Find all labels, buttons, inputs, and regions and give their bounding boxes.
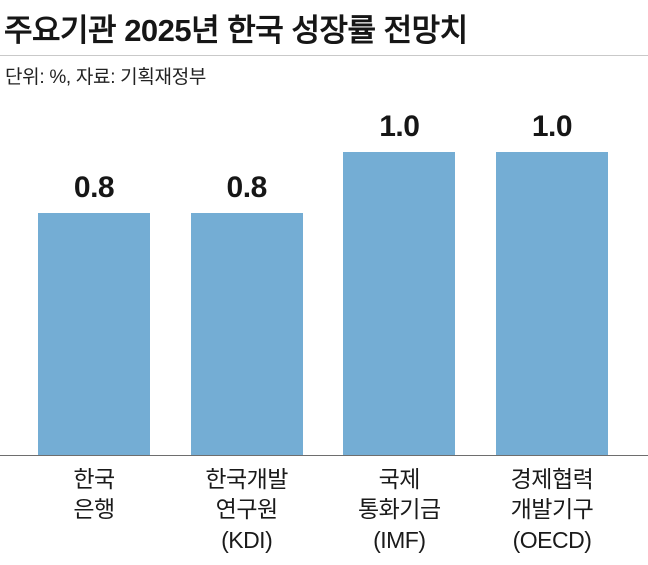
bar	[190, 213, 303, 455]
title-divider	[0, 55, 648, 56]
bar-chart: 0.8 0.8 1.0 1.0	[38, 100, 608, 455]
category-labels-row: 한국 은행 한국개발 연구원 (KDI) 국제 통화기금 (IMF) 경제협력 개발기…	[18, 464, 628, 555]
bar-value-label: 0.8	[226, 171, 268, 204]
bar-column: 0.8	[190, 171, 303, 455]
bar	[495, 152, 608, 455]
category-label: 한국개발 연구원 (KDI)	[205, 466, 288, 553]
bar	[38, 213, 150, 455]
bar-value-label: 0.8	[73, 171, 115, 204]
bar	[343, 152, 456, 455]
x-axis-line	[0, 455, 648, 456]
bar-value-label: 1.0	[379, 110, 420, 143]
category-label: 경제협력 개발기구 (OECD)	[510, 466, 594, 553]
bar-column: 0.8	[38, 171, 150, 455]
bar-value-label: 1.0	[531, 110, 573, 143]
bar-column: 1.0	[495, 110, 608, 455]
page-title: 주요기관 2025년 한국 성장률 전망치	[4, 13, 468, 48]
chart-subtitle: 단위: %, 자료: 기획재정부	[5, 67, 207, 88]
category-label: 한국 은행	[73, 466, 115, 523]
category-label: 국제 통화기금 (IMF)	[357, 466, 441, 553]
bar-column: 1.0	[343, 110, 456, 455]
